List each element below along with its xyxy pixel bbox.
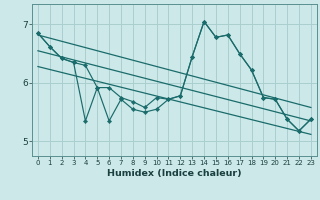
X-axis label: Humidex (Indice chaleur): Humidex (Indice chaleur) <box>107 169 242 178</box>
